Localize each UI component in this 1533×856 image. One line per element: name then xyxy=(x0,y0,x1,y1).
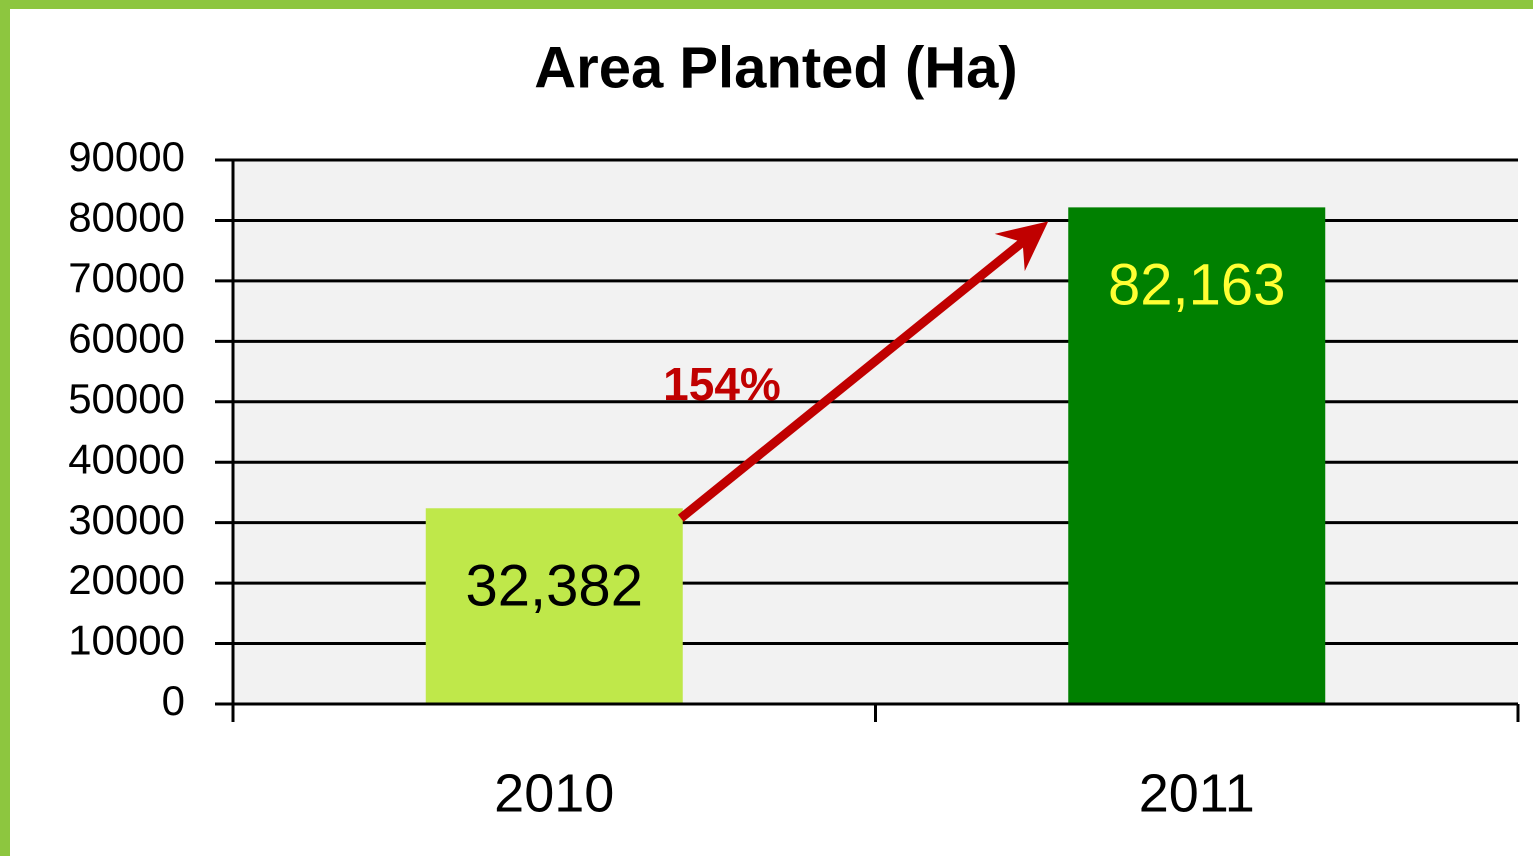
left-border xyxy=(0,0,10,856)
y-tick-label: 30000 xyxy=(68,496,185,543)
y-tick-label: 60000 xyxy=(68,314,185,361)
value-label: 32,382 xyxy=(466,554,643,619)
chart-title: Area Planted (Ha) xyxy=(534,35,1017,100)
arrow-shaft xyxy=(677,230,1036,522)
arrow-head xyxy=(994,221,1049,272)
y-tick-label: 50000 xyxy=(68,375,185,422)
y-tick-label: 80000 xyxy=(68,194,185,241)
y-tick-label: 0 xyxy=(162,677,185,724)
y-tick-label: 10000 xyxy=(68,617,185,664)
value-label: 82,163 xyxy=(1108,253,1285,318)
x-tick-label: 2011 xyxy=(1139,763,1255,823)
x-tick-label: 2010 xyxy=(494,763,614,823)
y-tick-label: 20000 xyxy=(68,556,185,603)
y-tick-label: 90000 xyxy=(68,133,185,180)
top-border xyxy=(0,0,1533,9)
bar xyxy=(425,508,683,704)
y-tick-label: 40000 xyxy=(68,435,185,482)
annotation: 154% xyxy=(663,358,781,410)
bar xyxy=(1068,207,1326,705)
y-tick-label: 70000 xyxy=(68,254,185,301)
